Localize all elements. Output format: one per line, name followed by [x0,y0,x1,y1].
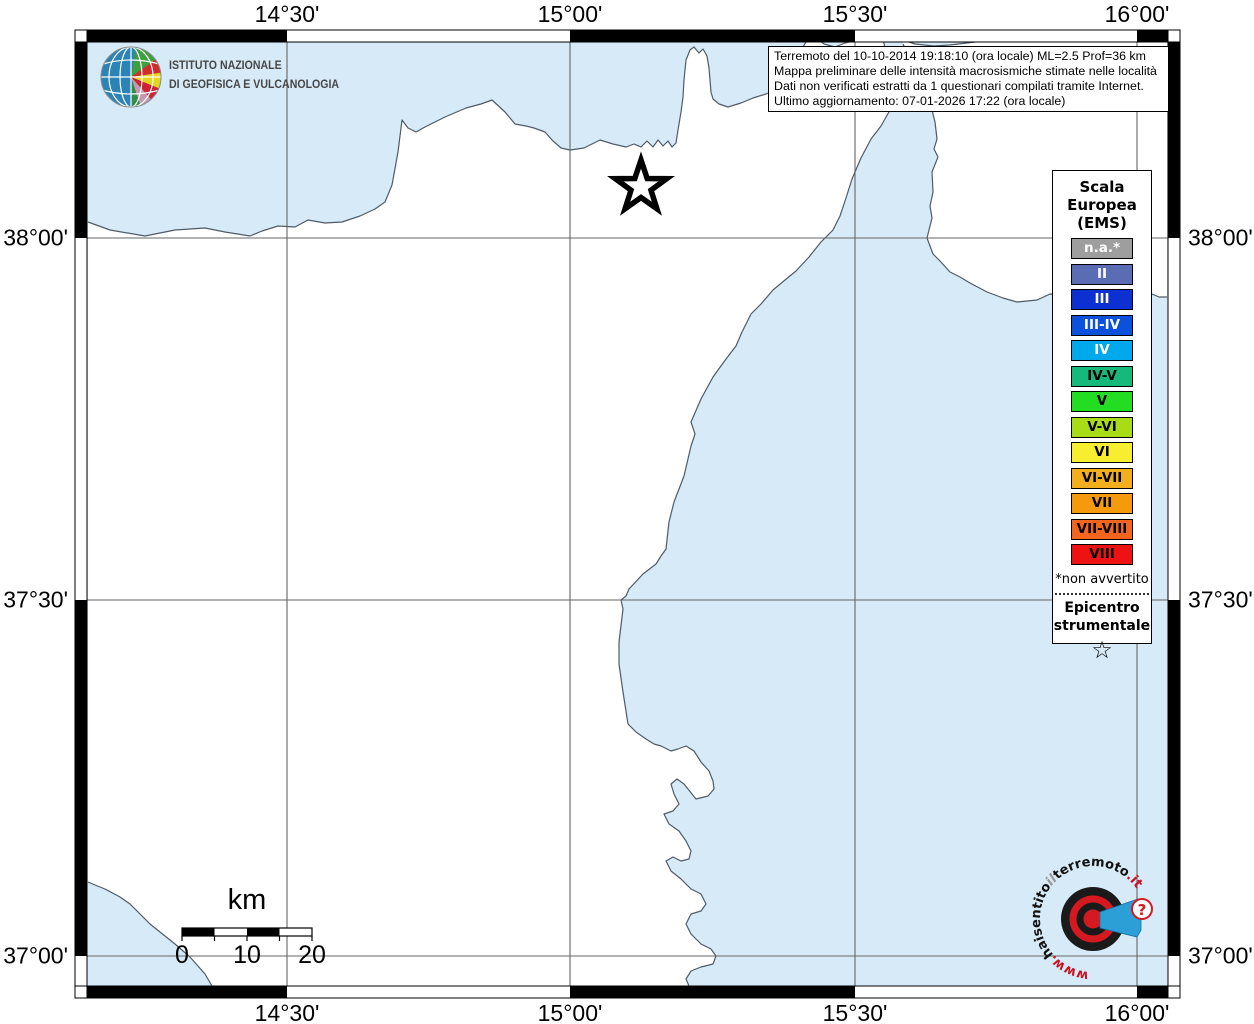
epicenter-star [607,151,675,216]
axis-label-top-16-00: 16°00' [1104,1,1170,27]
scale-bar [181,927,313,941]
legend-swatch-iii-iv: III-IV [1071,314,1133,336]
legend-footnote: *non avvertito [1055,572,1149,587]
axis-label-right-37-00: 37°00' [1188,942,1253,969]
legend-title-line3: (EMS) [1077,214,1127,232]
ingv-org-line2: DI GEOFISICA E VULCANOLOGIA [169,79,340,91]
ingv-globe-logo [100,46,162,108]
legend-swatch-iii: III [1071,289,1133,310]
legend-swatch-iv-v: IV-V [1071,365,1133,387]
legend-epicenter-line1: Epicentro [1064,600,1140,616]
coastline-gela [87,881,213,986]
map-description-line: Mappa preliminare delle intensità macros… [774,64,1157,79]
legend-epicenter-line2: strumentale [1053,618,1151,634]
legend-swatch-ii: II [1071,263,1133,285]
legend-swatch-viii: VIII [1071,544,1133,565]
last-update-line: Ultimo aggiornamento: 07-01-2026 17:22 (… [774,94,1066,109]
scale-bar-tick-0: 0 [175,941,189,969]
legend-swatch-vi: VI [1071,442,1133,463]
axis-label-left-37-00: 37°00' [3,942,68,969]
axis-label-top-15-00: 15°00' [537,1,603,27]
legend-swatch-vii-viii: VII-VIII [1071,518,1133,540]
axis-label-right-38-00: 38°00' [1188,224,1253,251]
event-info-box: Terremoto del 10-10-2014 19:18:10 (ora l… [768,46,1169,113]
axis-label-bottom-16-00: 16°00' [1104,1000,1170,1024]
event-summary-line: Terremoto del 10-10-2014 19:18:10 (ora l… [774,49,1146,63]
coastline-sicily [87,42,891,986]
map-frame [74,29,1181,999]
hsit-logo: ? www.haisentitoilterremoto.it [1029,855,1153,983]
scale-bar-unit: km [227,884,267,916]
legend-swatches: n.a.* II III III-IV IV IV-V V V-VI VI VI… [1053,238,1151,565]
legend-title-line1: Scala [1079,178,1125,196]
scale-bar-tick-20: 20 [298,941,326,969]
legend-divider [1055,593,1149,595]
intensity-legend: Scala Europea (EMS) n.a.* II III III-IV … [1052,170,1152,663]
sicily-landmass [88,42,890,986]
ingv-wordmark: ISTITUTO NAZIONALE DI GEOFISICA E VULCAN… [169,60,340,99]
legend-swatch-v-vi: V-VI [1071,416,1133,438]
axis-label-top-15-30: 15°30' [822,1,888,27]
axis-label-bottom-15-30: 15°30' [822,1000,888,1024]
legend-swatch-na: n.a.* [1071,238,1133,259]
coastline-calabria-north [907,42,979,47]
hsit-logo-question-badge [1131,898,1153,920]
legend-swatch-iv: IV [1071,340,1133,361]
legend-swatch-vii: VII [1071,493,1133,514]
scale-bar-tick-10: 10 [233,941,261,969]
axis-label-right-37-30: 37°30' [1188,586,1253,613]
legend-swatch-v: V [1071,391,1133,412]
legend-title: Scala Europea (EMS) [1053,178,1151,232]
legend-epicenter-label: Epicentro strumentale [1053,599,1151,635]
axis-label-top-14-30: 14°30' [254,1,320,27]
legend-swatch-vi-vii: VI-VII [1071,467,1133,489]
axis-label-bottom-14-30: 14°30' [254,1000,320,1024]
axis-label-left-38-00: 38°00' [3,224,68,251]
hsit-logo-question-mark: ? [1138,901,1147,919]
legend-title-line2: Europea [1067,196,1137,214]
axis-label-left-37-30: 37°30' [3,586,68,613]
legend-star-icon: ☆ [1091,636,1113,664]
ingv-org-line1: ISTITUTO NAZIONALE [169,60,282,72]
axis-label-bottom-15-00: 15°00' [537,1000,603,1024]
data-source-line: Dati non verificati estratti da 1 questi… [774,79,1144,94]
